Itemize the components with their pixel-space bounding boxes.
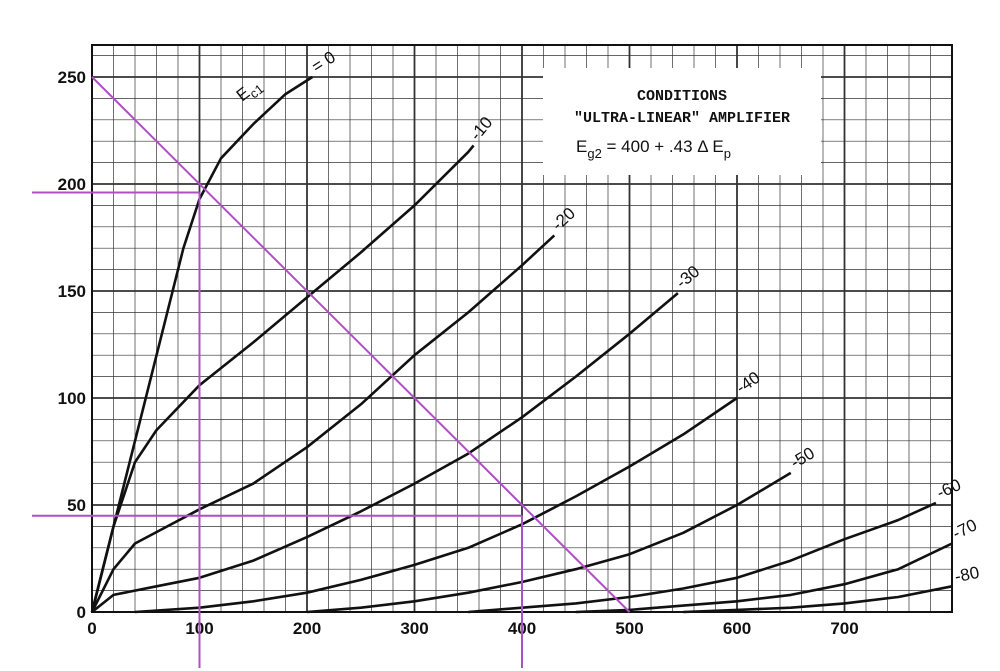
curve-ec1-minus80 (683, 585, 953, 614)
load-line-annotations (32, 76, 631, 668)
x-tick-label: 0 (87, 619, 96, 638)
curve-ec1-minus50 (306, 471, 792, 614)
conditions-box-frame (543, 68, 821, 175)
curves (90, 75, 953, 614)
curve-ec1-minus70 (575, 542, 953, 614)
y-tick-label: 0 (77, 603, 86, 622)
curve-ec1-minus60 (468, 501, 937, 614)
y-tick-label: 150 (58, 282, 86, 301)
curve-ec1-minus10 (90, 144, 475, 613)
x-tick-label: 300 (400, 619, 428, 638)
conditions-equation: Eg2 = 400 + .43 Δ Ep (576, 137, 731, 161)
x-tick-label: 500 (615, 619, 643, 638)
x-tick-label: 200 (293, 619, 321, 638)
x-tick-label: 700 (830, 619, 858, 638)
curve-ec1-minus20 (90, 234, 556, 613)
x-tick-label: 600 (723, 619, 751, 638)
grid (91, 44, 953, 613)
conditions-heading: CONDITIONS (637, 88, 727, 105)
y-tick-label: 50 (67, 496, 86, 515)
load-line (91, 76, 631, 613)
y-tick-label: 200 (58, 175, 86, 194)
conditions-subheading: "ULTRA-LINEAR" AMPLIFIER (574, 110, 790, 127)
curve-ec1-minus40 (134, 396, 738, 614)
y-tick-label: 250 (58, 68, 86, 87)
y-tick-label: 100 (58, 389, 86, 408)
curve-ec1-minus30 (91, 292, 679, 614)
curve-label: -80 (953, 563, 981, 586)
curve-ec1-0 (90, 75, 314, 613)
conditions-box: CONDITIONS "ULTRA-LINEAR" AMPLIFIER Eg2 … (543, 68, 821, 175)
